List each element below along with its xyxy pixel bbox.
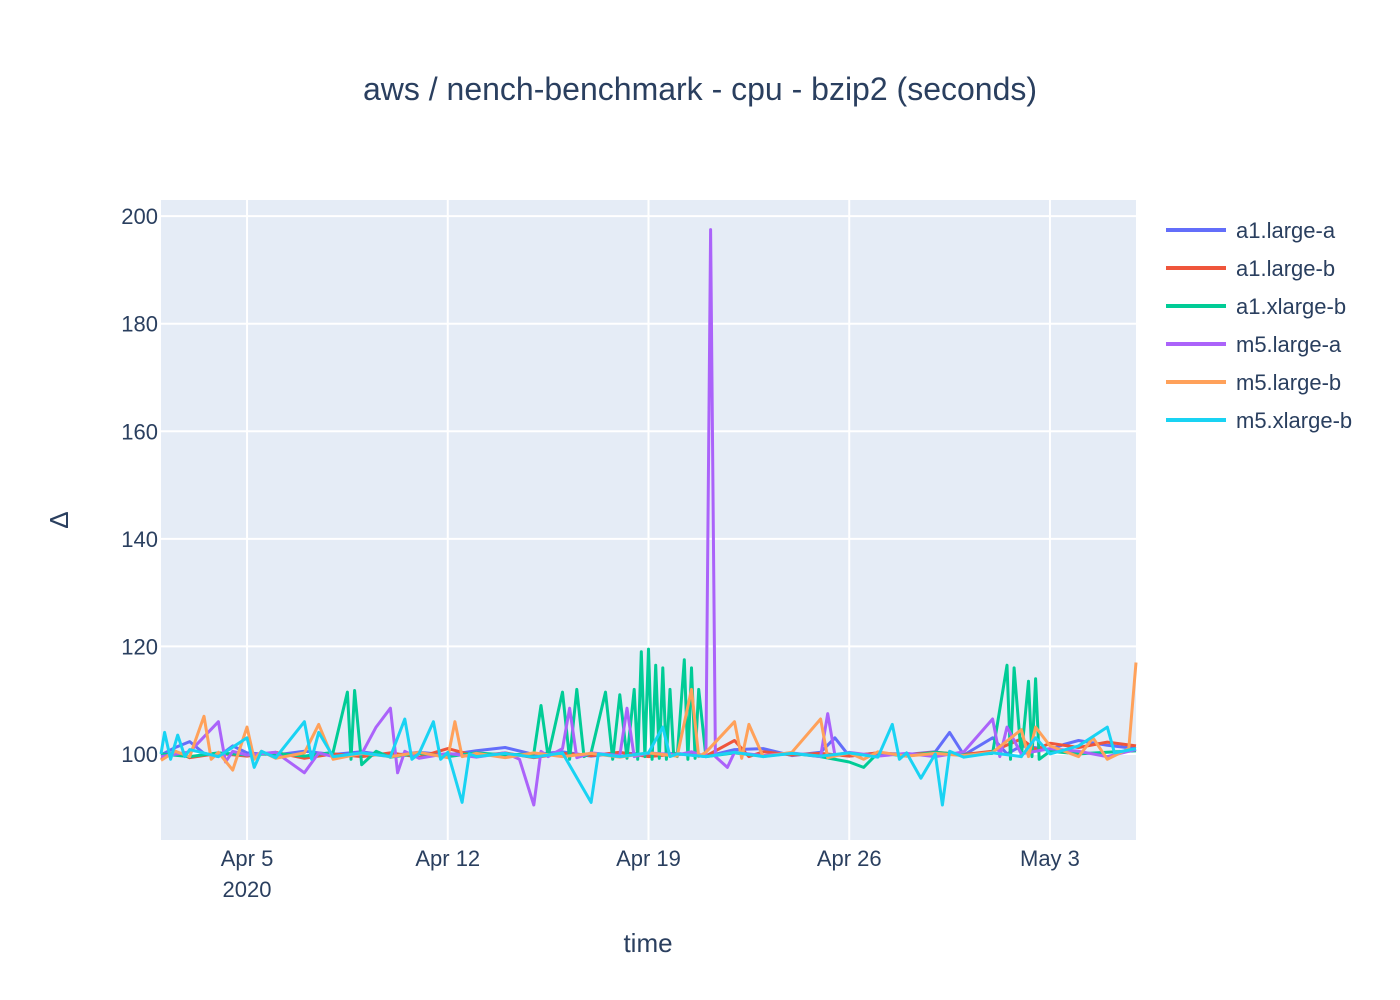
grid-lines <box>161 200 1136 840</box>
chart-title: aws / nench-benchmark - cpu - bzip2 (sec… <box>363 71 1037 107</box>
x-tick-label: May 3 <box>1020 846 1080 871</box>
y-tick-label: 200 <box>121 204 158 229</box>
x-tick-label: Apr 19 <box>616 846 681 871</box>
series-line-m5-xlarge-b <box>159 717 1137 807</box>
x-tick-label: Apr 12 <box>415 846 480 871</box>
x-tick-label: Apr 5 <box>221 846 274 871</box>
y-tick-label: 140 <box>121 527 158 552</box>
legend: a1.large-a a1.large-b a1.xlarge-b m5.large-… <box>1166 218 1352 433</box>
y-tick-label: 120 <box>121 634 158 659</box>
y-tick-label: 100 <box>121 742 158 767</box>
legend-label: a1.large-a <box>1236 218 1336 243</box>
legend-label: m5.large-a <box>1236 332 1342 357</box>
legend-label: a1.large-b <box>1236 256 1335 281</box>
x-axis-title: time <box>623 928 672 958</box>
y-tick-label: 180 <box>121 312 158 337</box>
axis-ticks: Apr 5 2020 Apr 12 Apr 19 Apr 26 May 3 100 120 14… <box>121 204 1080 902</box>
legend-label: a1.xlarge-b <box>1236 294 1346 319</box>
legend-label: m5.large-b <box>1236 370 1341 395</box>
y-axis-title: Δ <box>44 511 74 528</box>
series-lines <box>159 228 1138 807</box>
x-tick-year-label: 2020 <box>223 877 272 902</box>
legend-label: m5.xlarge-b <box>1236 408 1352 433</box>
x-tick-label: Apr 26 <box>817 846 882 871</box>
y-tick-label: 160 <box>121 419 158 444</box>
